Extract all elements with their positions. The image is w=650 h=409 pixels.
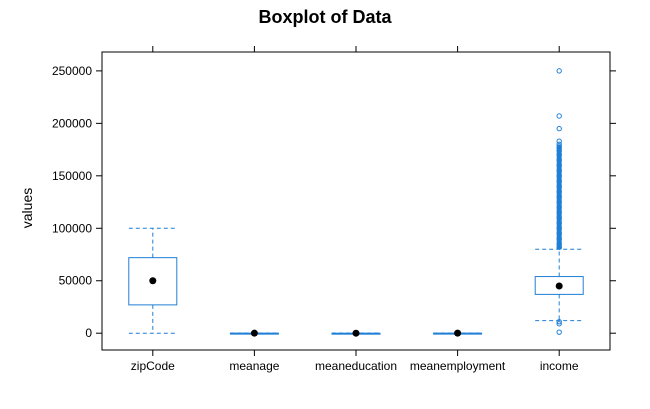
outlier-point	[556, 318, 562, 325]
outlier-point	[556, 125, 562, 132]
y-tick-label: 0	[85, 326, 92, 340]
x-tick-label: meaneducation	[315, 359, 397, 373]
y-tick-label: 100000	[52, 221, 92, 235]
outlier-point	[556, 329, 562, 335]
median-dot	[555, 282, 563, 290]
outlier-dense-band	[556, 144, 562, 250]
median-dot	[149, 277, 157, 285]
outlier-point	[556, 138, 562, 144]
plot-frame	[101, 51, 611, 351]
median-dot	[454, 329, 462, 337]
y-tick-label: 200000	[52, 116, 92, 130]
x-tick-label: income	[540, 359, 579, 373]
chart-title: Boxplot of Data	[259, 7, 393, 27]
chart-marks: 0 50000 100000 150000 200000 250000 zipCode mea…	[52, 46, 616, 373]
y-tick-label: 250000	[52, 64, 92, 78]
iqr-box	[534, 276, 584, 295]
y-axis-label: values	[19, 188, 35, 228]
median-dot	[352, 329, 360, 337]
x-tick-label: zipCode	[131, 359, 175, 373]
median-dot	[250, 329, 258, 337]
y-tick-label: 150000	[52, 169, 92, 183]
x-tick-label: meanemployment	[410, 359, 506, 373]
y-tick-label: 50000	[59, 274, 93, 288]
outlier-point	[556, 113, 562, 119]
outlier-point	[556, 321, 562, 327]
x-tick-label: meanage	[229, 359, 279, 373]
outlier-point	[556, 68, 562, 74]
iqr-box	[128, 257, 178, 306]
